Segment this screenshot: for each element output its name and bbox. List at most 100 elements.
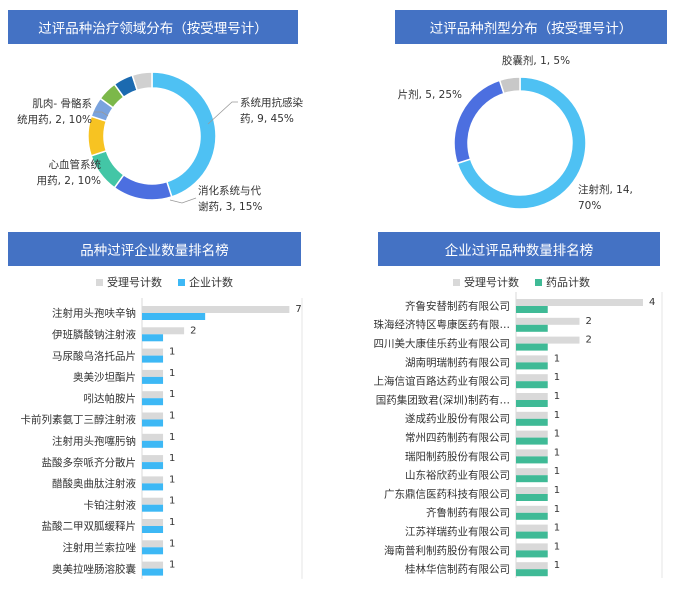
- bar4-data-label-7: 1: [554, 429, 560, 440]
- bar3-bar-s0-7: [142, 455, 164, 463]
- bar3-category-5: 卡前列素氨丁三醇注射液: [21, 413, 137, 426]
- bar3-data-label-10: 1: [169, 517, 175, 528]
- bar4-bar-s1-11: [516, 512, 548, 520]
- bar3-bar-s0-2: [142, 348, 164, 356]
- bar4-data-label-2: 2: [585, 335, 591, 346]
- bar4-legend-label-1: 药品计数: [546, 276, 590, 289]
- pie1-label-2-0: 心血管系统: [49, 158, 102, 171]
- pie1-leader-3: [94, 111, 109, 117]
- bar4-bar-s0-4: [516, 374, 548, 382]
- bar4-bar-s0-0: [516, 299, 643, 306]
- pie1-slice-7: [131, 71, 153, 92]
- bar3-category-2: 马尿酸乌洛托品片: [52, 349, 136, 362]
- bar3-legend-label-0: 受理号计数: [107, 276, 162, 289]
- bar3-category-1: 伊班膦酸钠注射液: [52, 328, 136, 341]
- bar4-bar-s0-14: [516, 562, 548, 570]
- bar4-data-label-0: 4: [649, 297, 655, 308]
- bar4-legend-label-0: 受理号计数: [464, 276, 519, 289]
- bar4-bar-s1-2: [516, 343, 548, 351]
- bar4-bar-s1-1: [516, 324, 548, 332]
- bar4-bar-s1-5: [516, 400, 548, 407]
- bar3-data-label-4: 1: [169, 389, 175, 400]
- bar4-data-label-1: 2: [585, 316, 591, 327]
- bar4-category-7: 常州四药制药有限公司: [405, 431, 510, 444]
- bar4-data-label-11: 1: [554, 504, 560, 515]
- bar3-category-0: 注射用头孢呋辛钠: [52, 307, 136, 320]
- bar4-category-1: 珠海经济特区粤康医药有限…: [374, 318, 511, 331]
- bar3-bar-s1-11: [142, 547, 164, 555]
- bar4-category-3: 湖南明瑞制药有限公司: [405, 356, 510, 369]
- bar3-data-label-8: 1: [169, 474, 175, 485]
- bar3-category-3: 奥美沙坦酯片: [73, 371, 136, 384]
- pie1-slice-0: [151, 71, 217, 198]
- bar3-data-label-1: 2: [190, 325, 196, 336]
- bar3-category-4: 吲达帕胺片: [84, 392, 137, 405]
- pie1-label-3-1: 统用药, 2, 10%: [17, 113, 92, 126]
- chart4-title: 企业过评品种数量排名榜: [378, 232, 660, 266]
- bar4-bar-s1-12: [516, 531, 548, 539]
- bar3-data-label-5: 1: [169, 411, 175, 422]
- bar3-bar-s1-7: [142, 462, 164, 470]
- bar4-bar-s0-13: [516, 543, 548, 551]
- bar4-category-2: 四川美大康佳乐药业有限公司: [374, 337, 511, 350]
- bar4-category-9: 山东裕欣药业有限公司: [405, 469, 510, 482]
- bar3-data-label-2: 1: [169, 347, 175, 358]
- bar4-data-label-6: 1: [554, 410, 560, 421]
- bar4-bar-s1-8: [516, 456, 548, 464]
- bar3-legend-swatch-1: [178, 279, 185, 286]
- bar3-category-8: 醋酸奥曲肽注射液: [52, 477, 136, 490]
- bar3-bar-s0-8: [142, 476, 164, 484]
- bar4-bar-s1-4: [516, 381, 548, 389]
- pie1-label-1-0: 消化系统与代: [198, 184, 261, 197]
- pie1-label-1-1: 谢药, 3, 15%: [198, 200, 262, 213]
- bar3-bar-s1-12: [142, 568, 164, 576]
- bar3-bar-s1-3: [142, 376, 164, 384]
- chart1-title: 过评品种治疗领域分布（按受理号计）: [8, 10, 298, 44]
- chart2-title: 过评品种剂型分布（按受理号计）: [395, 10, 667, 44]
- bar3-category-9: 卡铂注射液: [84, 498, 137, 511]
- pie1-label-0-1: 药, 9, 45%: [240, 113, 294, 125]
- bar4-category-8: 瑞阳制药股份有限公司: [405, 450, 510, 463]
- bar3-bar-s1-10: [142, 526, 164, 533]
- bar4-category-14: 桂林华信制药有限公司: [405, 563, 510, 576]
- bar3-bar-s0-1: [142, 327, 185, 335]
- bar4-bar-s1-7: [516, 437, 548, 445]
- bar4-bar-s0-1: [516, 317, 580, 325]
- bar4-category-4: 上海信谊百路达药业有限公司: [374, 375, 511, 388]
- bar4-legend-swatch-1: [535, 279, 542, 286]
- bar4-bar-s0-3: [516, 355, 548, 363]
- bar3-category-12: 奥美拉唑肠溶胶囊: [52, 562, 136, 575]
- bar4-category-0: 齐鲁安替制药有限公司: [405, 299, 510, 312]
- bar3-category-11: 注射用兰索拉唑: [63, 541, 137, 554]
- bar3-legend-label-1: 企业计数: [189, 275, 233, 289]
- bar3-bar-s1-6: [142, 440, 164, 448]
- bar3-bar-s0-10: [142, 519, 164, 526]
- pie1-label-3-0: 肌肉- 骨骼系: [32, 97, 92, 110]
- bar4-data-label-12: 1: [554, 523, 560, 534]
- bar4-bar-s0-9: [516, 468, 548, 476]
- bar3-data-label-6: 1: [169, 432, 175, 443]
- bar3-bar-s0-3: [142, 369, 164, 377]
- bar4-bar-s1-9: [516, 475, 548, 483]
- bar3-bar-s1-0: [142, 313, 206, 320]
- bar3-bar-s1-8: [142, 483, 164, 491]
- bar4-bar-s1-0: [516, 306, 548, 313]
- bar4-category-12: 江苏祥瑞药业有限公司: [405, 525, 510, 538]
- bar4-category-10: 广东鼎信医药科技有限公司: [384, 487, 510, 500]
- bar4-bar-s0-11: [516, 505, 548, 513]
- bar4-bar-s0-8: [516, 449, 548, 457]
- bar3-data-label-0: 7: [295, 304, 301, 315]
- pie1-label-0-0: 系统用抗感染: [240, 96, 303, 109]
- bar3-bar-s0-9: [142, 497, 164, 505]
- bar4-bar-s1-3: [516, 362, 548, 370]
- bar3-bar-s0-11: [142, 540, 164, 548]
- bar3-bar-s1-5: [142, 419, 164, 427]
- bar4-category-13: 海南普利制药股份有限公司: [384, 544, 510, 557]
- pie2-label-0-1: 70%: [578, 200, 601, 212]
- pie2-label-2-0: 胶囊剂, 1, 5%: [502, 54, 570, 67]
- bar4-bar-s0-10: [516, 487, 548, 494]
- bar4-bar-s0-6: [516, 411, 548, 419]
- bar4-category-5: 国药集团致君(深圳)制药有…: [376, 393, 510, 406]
- bar3-category-10: 盐酸二甲双胍缓释片: [42, 520, 137, 533]
- bar4-legend-swatch-0: [453, 279, 460, 286]
